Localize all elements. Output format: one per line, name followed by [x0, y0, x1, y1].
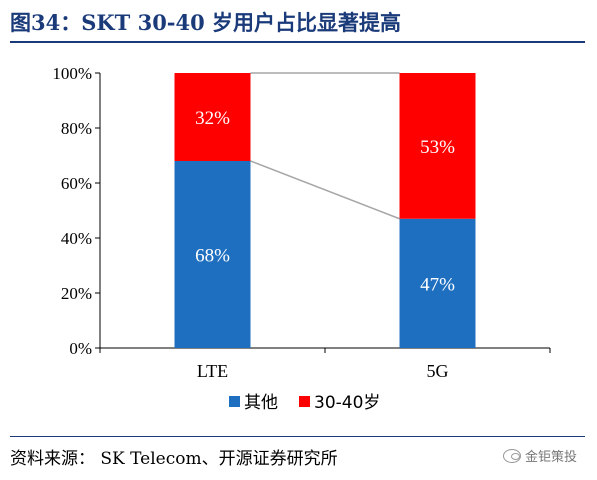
- bar-segment: [399, 218, 476, 348]
- bar-segment: [399, 73, 476, 219]
- brand-watermark: 金钜策投: [502, 446, 577, 465]
- chart-title: 图34：SKT 30-40 岁用户占比显著提高: [10, 10, 402, 35]
- y-tick-label: 80%: [61, 119, 92, 138]
- category-label: LTE: [197, 361, 228, 381]
- legend-label: 30-40岁: [314, 393, 380, 413]
- y-tick-label: 100%: [52, 64, 92, 83]
- series-connector-line: [250, 160, 400, 220]
- category-label: 5G: [427, 361, 449, 381]
- title-underline: [10, 41, 585, 43]
- wechat-icon: [502, 448, 521, 463]
- data-label: 47%: [420, 274, 455, 295]
- legend-label: 其他: [244, 393, 278, 413]
- y-tick-label: 60%: [61, 174, 92, 193]
- bar-segment: [174, 161, 251, 348]
- bar-segment: [174, 73, 251, 161]
- data-label: 32%: [195, 108, 230, 129]
- stacked-bar-chart: 0% 20% 40% 60% 80% 100% 68% 47% 32% 53% LTE 5G 其他 30-…: [52, 64, 551, 413]
- data-label: 68%: [195, 246, 230, 267]
- footer-rule: [10, 436, 585, 437]
- data-label: 53%: [420, 137, 455, 158]
- y-tick-label: 20%: [61, 284, 92, 303]
- legend-swatch: [229, 396, 240, 407]
- y-tick-label: 0%: [69, 339, 92, 358]
- y-tick-label: 40%: [61, 229, 92, 248]
- source-note: 资料来源： SK Telecom、开源证券研究所: [10, 449, 338, 469]
- brand-name: 金钜策投: [524, 450, 577, 465]
- legend-swatch: [299, 396, 310, 407]
